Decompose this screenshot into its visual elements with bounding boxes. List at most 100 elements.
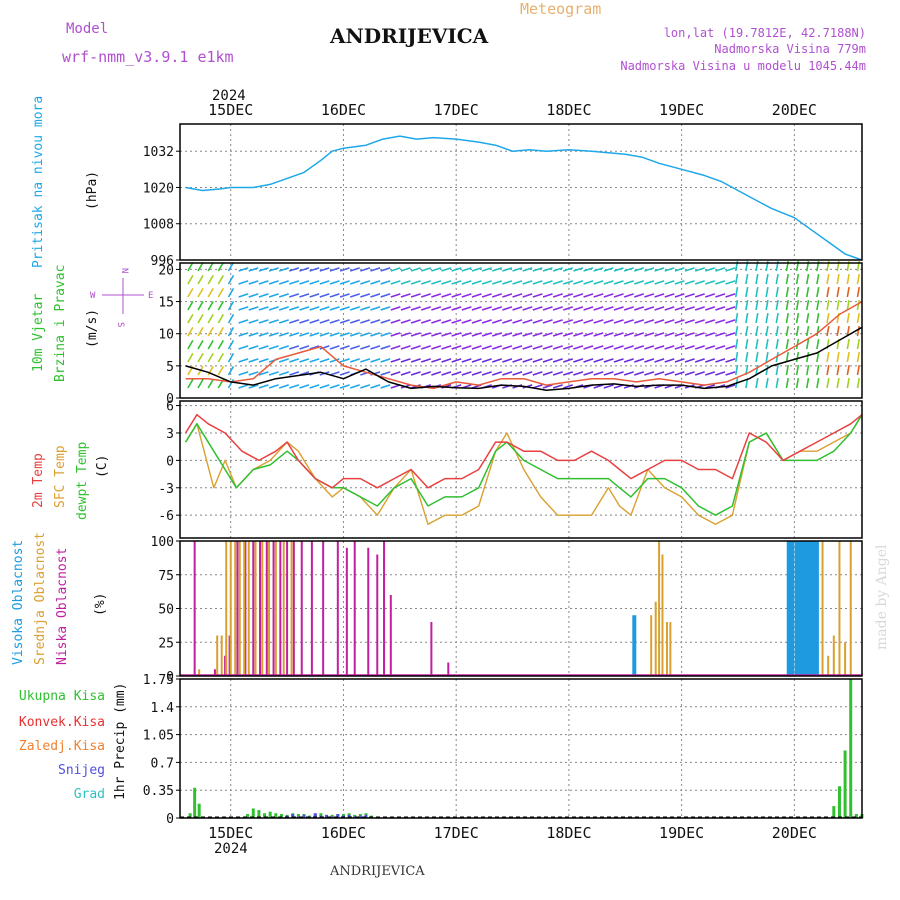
wind-barb — [745, 300, 749, 311]
cloud-bar — [252, 541, 255, 676]
wind-barb — [217, 300, 225, 311]
x-tick-label-top: 18DEC — [546, 101, 591, 119]
precip-bar — [274, 813, 278, 818]
wind-barb — [268, 306, 279, 311]
wind-barb — [238, 332, 249, 337]
footer-location: ANDRIJEVICA — [329, 864, 425, 879]
wind-barb — [217, 339, 225, 350]
wind-barb — [654, 345, 665, 350]
wind-barb — [431, 306, 442, 311]
wind-barb — [795, 274, 800, 285]
wind-barb — [785, 287, 789, 298]
precip-bar — [296, 816, 300, 818]
x-tick-label-top: 17DEC — [434, 101, 479, 119]
wind-barb — [816, 300, 820, 311]
wind-barb — [664, 345, 675, 350]
cloud-bar — [798, 541, 802, 676]
wind-barb — [502, 345, 513, 350]
wind-barb — [705, 280, 716, 285]
wind-barb — [238, 345, 249, 350]
wind-barb — [309, 306, 320, 311]
wind-barb — [765, 313, 769, 324]
wind-barb — [248, 345, 259, 350]
cloud-bar — [838, 541, 841, 676]
wind-barb — [319, 267, 330, 272]
wind-barb — [664, 358, 675, 363]
wind-barb — [390, 332, 401, 337]
wind-barb — [816, 378, 820, 389]
wind-barb — [258, 384, 269, 389]
wind-barb — [238, 358, 249, 363]
cloud-bar — [268, 541, 271, 676]
wind-barb — [481, 358, 492, 363]
cloud-bar — [832, 635, 835, 676]
wind-barb — [227, 352, 235, 363]
wind-barb — [289, 358, 300, 363]
wind-barb — [634, 306, 645, 311]
wind-barb — [634, 267, 645, 272]
wind-barb — [664, 293, 675, 298]
wind-barb — [583, 280, 594, 285]
wind-barb — [431, 319, 442, 324]
wind-barb — [542, 280, 553, 285]
precip-bar — [849, 679, 853, 818]
temp-label-3: dewpt Temp — [75, 442, 90, 520]
wind-barb — [674, 332, 685, 337]
cloud-bar — [814, 541, 819, 676]
wind-barb — [623, 319, 634, 324]
wind-barb — [289, 267, 300, 272]
cloud-bar — [811, 541, 816, 676]
wind-barb — [289, 384, 300, 389]
precip-bar — [188, 813, 192, 818]
wind-barb — [725, 293, 736, 298]
wind-barb — [552, 384, 563, 389]
precip-unit: 1hr Precip (mm) — [113, 683, 128, 800]
cloud-label-high: Visoka Oblacnost — [11, 540, 26, 665]
wind-barb — [856, 326, 861, 337]
wind-barb — [593, 358, 604, 363]
wind-barb — [227, 274, 235, 285]
wind-barb — [826, 365, 830, 376]
wind-barb — [532, 358, 543, 363]
wind-barb — [390, 345, 401, 350]
wind-barb — [734, 300, 739, 311]
cloud-bar — [282, 541, 285, 676]
wind-barb — [563, 280, 574, 285]
cloud-bar — [238, 541, 241, 676]
wind-barb — [745, 326, 749, 337]
precip-bar — [364, 814, 368, 818]
wind-barb — [390, 267, 401, 272]
wind-barb — [502, 280, 513, 285]
wind-barb — [461, 371, 472, 376]
wind-barb — [492, 358, 503, 363]
wind-barb — [309, 345, 320, 350]
wind-barb — [805, 378, 810, 389]
wind-barb — [775, 378, 779, 389]
wind-barb — [380, 280, 391, 285]
wind-barb — [492, 267, 503, 272]
wind-barb — [238, 319, 249, 324]
wind-barb — [613, 280, 624, 285]
wind-barb — [248, 371, 259, 376]
wind-barb — [400, 371, 411, 376]
lonlat-info: lon,lat (19.7812E, 42.7188N) — [664, 26, 866, 40]
wind-barb — [715, 267, 726, 272]
wind-barb — [461, 345, 472, 350]
wind-barb — [329, 384, 340, 389]
wind-barb — [431, 358, 442, 363]
wind-barb — [319, 332, 330, 337]
wind-barb — [319, 358, 330, 363]
y-tick-label: 5 — [166, 360, 174, 375]
wind-barb — [705, 345, 716, 350]
cloud-bar — [661, 554, 664, 676]
wind-barb — [623, 358, 634, 363]
wind-barb — [309, 332, 320, 337]
precip-bar — [246, 814, 250, 818]
wind-barb — [390, 293, 401, 298]
wind-barb — [532, 280, 543, 285]
wind-barb — [451, 371, 462, 376]
precip-legend-frozen: Zaledj.Kisa — [19, 739, 105, 754]
y-tick-label: 0 — [166, 392, 174, 407]
wind-speed-line — [185, 326, 863, 392]
